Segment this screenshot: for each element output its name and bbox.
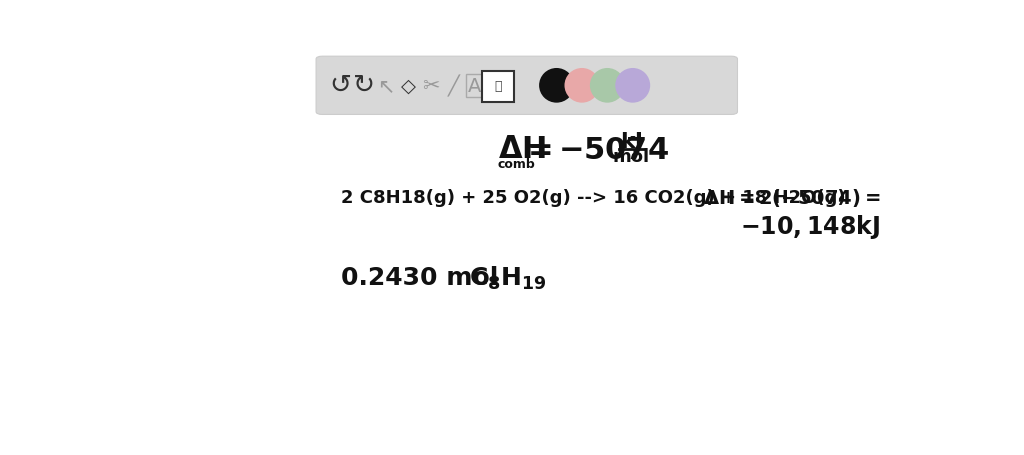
Text: ◇: ◇: [400, 76, 416, 96]
Text: mol: mol: [612, 148, 649, 166]
Text: 2 C8H18(g) + 25 O2(g) --> 16 CO2(g) + 18 H2O(g): 2 C8H18(g) + 25 O2(g) --> 16 CO2(g) + 18…: [341, 188, 845, 206]
Text: ↻: ↻: [352, 73, 375, 99]
Text: comb: comb: [498, 157, 536, 170]
Text: ✂: ✂: [423, 76, 440, 96]
Text: 0.2430 mol: 0.2430 mol: [341, 265, 498, 289]
Text: kJ: kJ: [620, 131, 643, 152]
Text: ↺: ↺: [330, 73, 352, 99]
Text: ╱: ╱: [447, 75, 459, 97]
FancyBboxPatch shape: [482, 71, 514, 102]
Ellipse shape: [539, 69, 574, 103]
Text: $\mathbf{-5074}$: $\mathbf{-5074}$: [558, 136, 670, 164]
FancyBboxPatch shape: [316, 57, 737, 115]
Text: ⛰: ⛰: [494, 80, 502, 93]
Text: $\mathbf{\Delta H}$: $\mathbf{\Delta H}$: [498, 135, 546, 164]
Ellipse shape: [615, 69, 650, 103]
Text: $\mathbf{\Delta H = 2(-5074) =}$: $\mathbf{\Delta H = 2(-5074) =}$: [702, 186, 880, 208]
Text: =: =: [527, 136, 554, 164]
Text: A: A: [468, 76, 481, 96]
Text: $\mathbf{C_8H_{19}}$: $\mathbf{C_8H_{19}}$: [469, 265, 547, 291]
Text: ↖: ↖: [377, 76, 394, 96]
Text: $\mathbf{-10,148kJ}$: $\mathbf{-10,148kJ}$: [740, 212, 881, 240]
Ellipse shape: [590, 69, 625, 103]
Ellipse shape: [564, 69, 599, 103]
